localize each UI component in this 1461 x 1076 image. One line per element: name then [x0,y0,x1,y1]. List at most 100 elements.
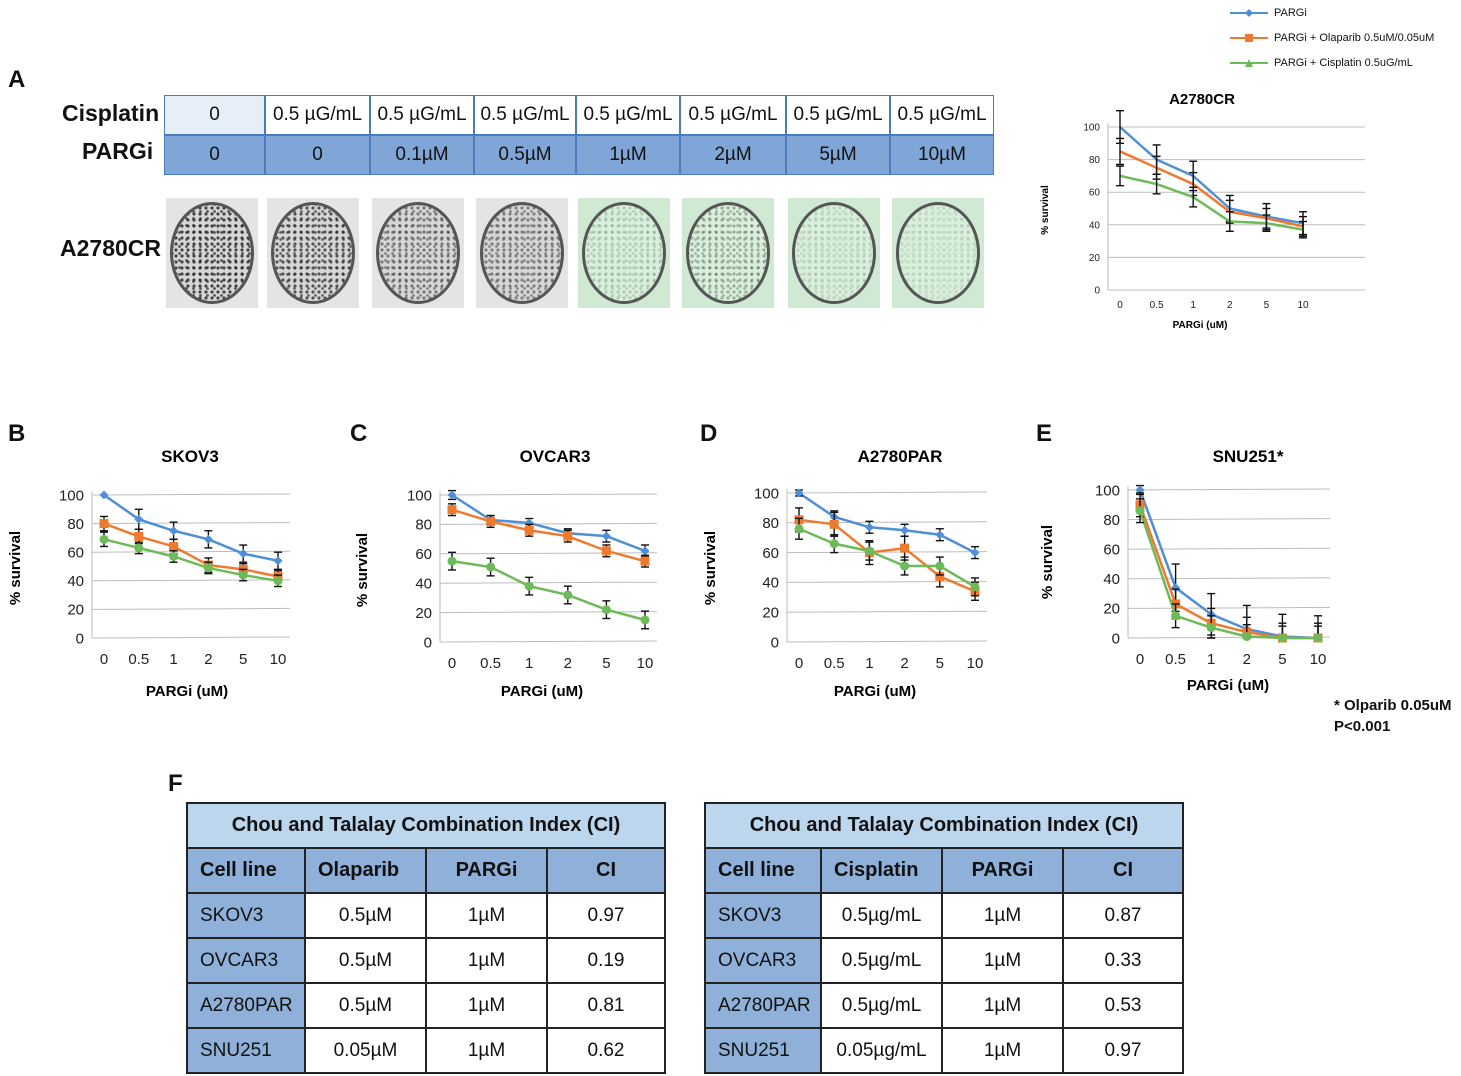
series-line [1138,510,1318,640]
cisplatin-cell: 0 [164,95,265,135]
series-line [103,538,279,583]
data-point [134,514,144,524]
x-tick-label: 10 [1310,651,1327,668]
y-tick-label: 100 [1083,123,1100,134]
colony-dish [892,198,984,308]
pargi-cell: 0.1µM [370,135,474,175]
panel-label-d: D [700,420,718,447]
x-tick-label: 2 [1227,300,1233,311]
series-line [798,518,976,593]
data-point [169,551,179,561]
x-tick-label: 0 [100,651,108,668]
ci-table-olaparib: Chou and Talalay Combination Index (CI) … [186,802,666,1074]
x-tick-label: 5 [602,655,610,672]
cisplatin-cell: 0.5 µG/mL [786,95,890,135]
table-row: A2780PAR 0.5µg/mL 1µM 0.53 [704,982,1184,1029]
gridline [786,610,988,613]
x-tick-label: 10 [1297,300,1309,311]
x-tick-label: 0.5 [1150,300,1164,311]
table-cell: 1µM [941,982,1064,1029]
data-point [524,525,534,535]
data-point [273,576,283,586]
x-tick-label: 5 [239,651,247,668]
colony-dish [267,198,359,308]
table-cell: 0.87 [1062,892,1184,939]
table-cell: 0.5µM [304,892,427,939]
gridline [786,580,988,583]
data-point [829,519,839,529]
data-point [99,490,109,500]
table-cell: 0.5µM [304,937,427,984]
data-point [273,556,283,566]
data-point [640,546,650,556]
table-header: Cell line [704,847,822,894]
gridline [91,579,291,582]
chart-title: A2780PAR [858,447,943,466]
data-point [900,525,910,535]
data-point [935,561,945,571]
data-point [1242,632,1252,642]
colony-dish [372,198,464,308]
table-cell: 0.53 [1062,982,1184,1029]
table-cell: 0.62 [546,1027,666,1074]
panel-label-b: B [8,420,26,447]
x-tick-label: 1 [1190,300,1196,311]
pargi-cell: 10µM [890,135,994,175]
table-cell: 1µM [941,892,1064,939]
series-line [451,508,646,563]
chart-a2780cr: A2780CR 0 20 40 60 80 100 0 0.5 1 2 5 10 PARGi (uM) % … [1040,91,1365,331]
series-line [1138,504,1318,640]
colony-dish [476,198,568,308]
x-tick-label: 5 [1264,300,1270,311]
x-axis-label: PARGi (uM) [1187,677,1269,694]
y-axis-label: % survival [1040,185,1051,235]
y-tick-label: 80 [1089,155,1101,166]
table-row: SKOV3 0.5µM 1µM 0.97 [186,892,666,939]
table-cell: 1µM [425,937,548,984]
colony-dish [578,198,670,308]
gridline [1127,488,1331,491]
y-tick-label: 100 [59,487,84,504]
data-point [1313,633,1323,643]
gridline [91,636,291,639]
table-cell: SNU251 [704,1027,822,1074]
row-label-pargi: PARGi [82,138,154,164]
chart-title: A2780CR [1169,91,1235,108]
data-point [99,519,109,529]
legend-label: PARGi + Cisplatin 0.5uG/mL [1274,56,1413,69]
x-tick-label: 0.5 [480,655,501,672]
legend-item-pargi: PARGi [1230,0,1434,25]
data-point [169,526,179,536]
y-tick-label: 20 [415,605,432,622]
table-title: Chou and Talalay Combination Index (CI) [704,802,1184,849]
table-header: Cisplatin [820,847,943,894]
table-cell: SKOV3 [186,892,306,939]
series-line [451,493,646,553]
y-tick-label: 40 [762,575,779,592]
table-header: CI [1062,847,1184,894]
y-tick-label: 20 [1089,253,1101,264]
x-tick-label: 5 [936,655,944,672]
y-tick-label: 40 [67,573,84,590]
x-tick-label: 1 [1207,651,1215,668]
x-tick-label: 2 [204,651,212,668]
data-point [829,539,839,549]
gridline [1127,606,1331,609]
table-cell: 1µM [941,1027,1064,1074]
cisplatin-cell: 0.5 µG/mL [265,95,370,135]
data-point [935,571,945,581]
table-cell: SNU251 [186,1027,306,1074]
series-line [1119,126,1304,225]
colony-dish [682,198,774,308]
data-point [970,548,980,558]
data-point [447,505,457,515]
x-tick-label: 5 [1278,651,1286,668]
table-row: SKOV3 0.5µg/mL 1µM 0.87 [704,892,1184,939]
series-line [1119,174,1304,231]
pargi-cell: 1µM [576,135,680,175]
y-tick-label: 60 [67,544,84,561]
x-tick-label: 1 [865,655,873,672]
row-label-cisplatin: Cisplatin [62,100,160,126]
colony-dish [166,198,258,308]
table-header: CI [546,847,666,894]
